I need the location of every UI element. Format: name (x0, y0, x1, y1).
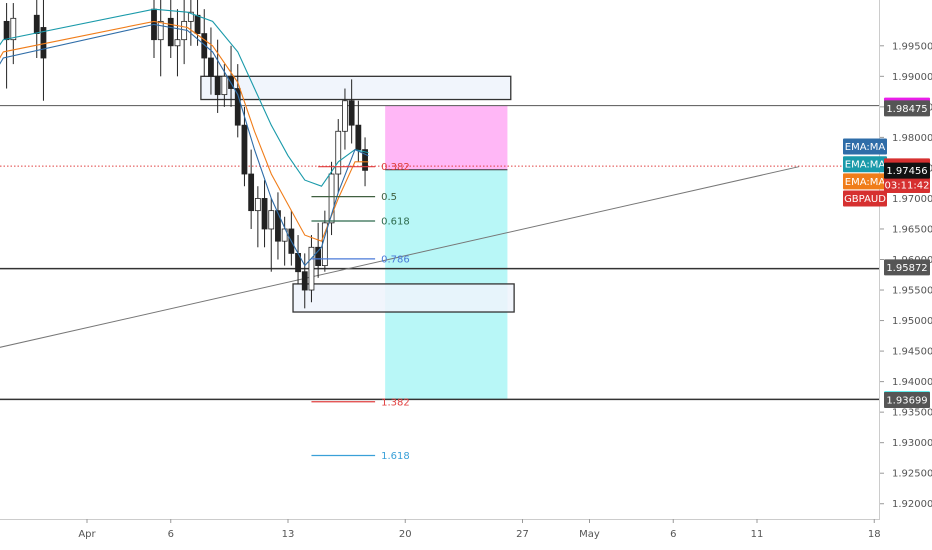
candle-body (187, 11, 194, 22)
price-tag-label: 1.93699 (886, 395, 927, 406)
fib-level-label: 0.5 (381, 192, 397, 203)
moving-averages-layer (0, 8, 369, 267)
time-tick-label: 6 (670, 529, 676, 540)
price-tag-box (843, 173, 887, 190)
candle-body (362, 149, 368, 171)
ema-line (0, 8, 369, 187)
price-tick-label: 1.94000 (892, 377, 932, 388)
price-tick-label: 1.94500 (892, 347, 932, 358)
fib-level-label: 0.786 (381, 254, 410, 265)
price-tag-label: EMA:MA (845, 177, 886, 188)
time-tick-label: 27 (516, 529, 529, 540)
time-tick-label: May (579, 529, 600, 540)
time-tick-label: Apr (78, 529, 96, 540)
candle-body (221, 75, 228, 96)
price-tick-label: 1.95500 (892, 286, 932, 297)
fibonacci-layer: 0.382 0.5 0.618 0.786 1.382 1.618 (311, 162, 410, 462)
price-tag-box (843, 190, 887, 207)
price-tick-label: 1.95000 (892, 316, 932, 327)
time-tick-label: 13 (282, 529, 295, 540)
candle-body (174, 39, 181, 47)
price-tick-label: 1.92000 (892, 499, 932, 510)
price-tag-box (884, 177, 930, 194)
price-tag-box (843, 138, 887, 155)
price-tag-label: 1.98475 (886, 104, 927, 115)
candle-body (342, 100, 348, 132)
price-tag-label: GBPAUD (844, 194, 886, 205)
resistance-zone (200, 75, 512, 101)
ema-line (0, 20, 369, 242)
candle-body (355, 124, 362, 150)
ema-line (0, 23, 369, 267)
support-zone (292, 283, 515, 313)
fib-level-label: 0.382 (381, 162, 410, 173)
fib-level-label: 1.618 (381, 451, 410, 462)
price-tick-label: 1.93500 (892, 408, 932, 419)
candle-body (308, 246, 315, 291)
price-tick-label: 1.97000 (892, 194, 932, 205)
price-tag-box (884, 259, 930, 276)
time-tick-label: 20 (399, 529, 412, 540)
price-tick-label: 1.99500 (892, 41, 932, 52)
fib-level-label: 0.618 (381, 217, 410, 228)
price-tick-label: 1.99000 (892, 72, 932, 83)
candle-body (301, 271, 308, 291)
candle-body (241, 124, 248, 175)
price-tag-box (884, 100, 930, 117)
candle-body (234, 88, 241, 126)
candle-body (275, 210, 281, 242)
candle-body (167, 17, 174, 47)
candle-body (268, 210, 275, 230)
candle-body (157, 20, 164, 41)
time-tick-label: 6 (168, 529, 174, 540)
time-tick-label: 18 (868, 529, 881, 540)
candle-body (335, 130, 342, 175)
price-tag-label: 03:11:42 (885, 181, 930, 192)
price-tick-label: 1.98000 (892, 133, 932, 144)
candle-body (315, 246, 322, 267)
price-tick-label: 1.96500 (892, 224, 932, 235)
time-tick-label: 11 (751, 529, 764, 540)
candle-body (33, 14, 40, 34)
price-tag-label: EMA:MA (845, 160, 886, 171)
price-tag-box (843, 156, 887, 173)
candle-body (194, 14, 201, 34)
candle-body (3, 20, 10, 41)
drawings-layer (0, 75, 880, 401)
candle-body (261, 198, 268, 230)
candle-body (348, 100, 355, 126)
candle-body (208, 57, 214, 77)
price-tick-label: 1.93000 (892, 438, 932, 449)
candle-body (248, 173, 255, 212)
candle-body (328, 173, 335, 224)
candles-layer (3, 0, 368, 309)
price-tag-label: EMA:MA (845, 142, 886, 153)
price-tag-label: 1.97456 (886, 166, 927, 177)
trendline (0, 166, 799, 348)
candle-body (201, 33, 208, 59)
candle-body (214, 75, 221, 96)
fib-level-label: 1.382 (381, 397, 410, 408)
time-axis[interactable]: 26Apr6132027May61118 (0, 519, 881, 540)
price-tag-box (884, 162, 930, 179)
price-tag-box (884, 391, 930, 408)
stop-loss-zone (385, 105, 508, 170)
candle-body (254, 198, 261, 212)
price-tags: 1.985211.98475EMA:MAEMA:MAEMA:MAGBPAUD1.… (843, 97, 930, 408)
price-tag-label: 1.95872 (886, 263, 927, 274)
candle-body (10, 17, 17, 41)
price-tick-label: 1.92500 (892, 469, 932, 480)
